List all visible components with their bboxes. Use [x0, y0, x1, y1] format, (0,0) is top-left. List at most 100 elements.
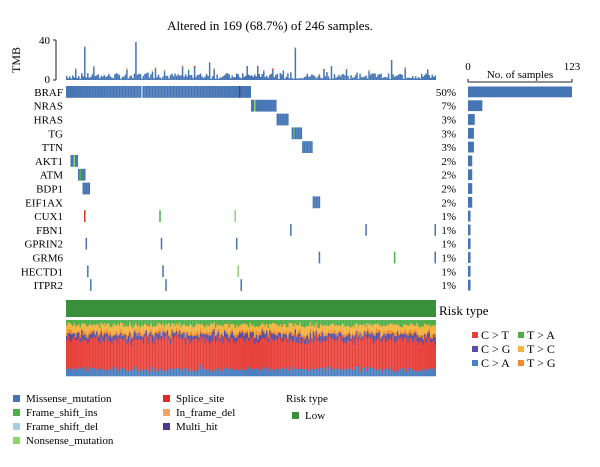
substitution-segment	[299, 329, 301, 334]
mutation-cell	[293, 127, 295, 140]
substitution-segment	[254, 344, 256, 370]
tmb-bar	[105, 77, 107, 80]
substitution-segment	[303, 327, 306, 337]
substitution-segment	[243, 369, 245, 377]
substitution-segment	[246, 338, 248, 370]
substitution-segment	[303, 336, 306, 340]
substitution-segment	[166, 331, 169, 335]
substitution-segment	[117, 371, 119, 377]
substitution-segment	[132, 370, 134, 377]
substitution-segment	[229, 367, 232, 377]
substitution-segment	[112, 336, 115, 340]
substitution-segment	[384, 369, 387, 377]
substitution-segment	[142, 343, 145, 373]
substitution-segment	[153, 336, 155, 345]
mutation-cell	[75, 86, 77, 98]
mutation-cell	[312, 196, 315, 209]
substitution-segment	[261, 330, 264, 339]
mutation-cell	[163, 86, 166, 98]
substitution-segment	[318, 340, 321, 370]
substitution-segment	[353, 336, 355, 346]
mutation-cell	[195, 86, 197, 98]
mutation-cell	[160, 237, 163, 250]
substitution-segment	[389, 338, 391, 368]
tmb-bar	[147, 72, 149, 80]
substitution-segment	[75, 369, 77, 377]
substitution-segment	[210, 342, 212, 373]
substitution-segment	[175, 320, 178, 324]
substitution-segment	[420, 320, 423, 327]
substitution-segment	[81, 366, 83, 377]
substitution-segment	[278, 330, 280, 333]
substitution-segment	[342, 370, 345, 377]
substitution-segment	[311, 338, 313, 342]
substitution-segment	[90, 323, 92, 331]
substitution-segment	[378, 324, 381, 331]
substitution-legend-label: C > T	[481, 328, 510, 342]
substitution-segment	[67, 335, 69, 369]
substitution-segment	[360, 333, 363, 338]
substitution-segment	[363, 367, 366, 377]
substitution-segment	[69, 323, 71, 330]
substitution-segment	[75, 340, 77, 370]
substitution-segment	[291, 341, 294, 371]
substitution-segment	[112, 370, 115, 377]
mutation-legend-label: In_frame_del	[176, 407, 235, 419]
substitution-segment	[153, 372, 155, 377]
substitution-segment	[324, 367, 327, 377]
substitution-segment	[204, 333, 206, 336]
substitution-segment	[84, 320, 86, 325]
substitution-segment	[323, 320, 325, 327]
mutation-cell	[174, 86, 176, 98]
tmb-bar	[67, 78, 69, 80]
substitution-segment	[148, 333, 151, 338]
substitution-segment	[223, 320, 226, 325]
substitution-segment	[302, 340, 304, 369]
substitution-segment	[287, 320, 289, 328]
mutation-cell	[205, 86, 208, 98]
substitution-segment	[144, 320, 146, 324]
substitution-segment	[357, 366, 360, 377]
tmb-bar	[411, 76, 414, 80]
substitution-segment	[398, 335, 400, 340]
gene-count-bar	[468, 155, 473, 167]
substitution-segment	[432, 334, 435, 341]
substitution-segment	[109, 331, 112, 335]
substitution-segment	[384, 320, 387, 327]
substitution-segment	[130, 325, 133, 335]
substitution-segment	[147, 326, 149, 335]
risk-type-band	[66, 300, 436, 317]
mutation-cell	[231, 86, 233, 98]
tmb-bar	[381, 77, 384, 80]
substitution-segment	[434, 320, 436, 325]
substitution-segment	[381, 320, 384, 327]
substitution-segment	[73, 333, 76, 337]
substitution-segment	[228, 337, 230, 343]
substitution-segment	[180, 320, 182, 328]
substitution-legend-swatch	[472, 360, 478, 366]
substitution-segment	[348, 326, 351, 331]
substitution-segment	[106, 370, 109, 377]
substitution-segment	[377, 332, 379, 340]
substitution-segment	[330, 333, 333, 339]
gene-row-bg	[66, 224, 436, 236]
substitution-segment	[333, 324, 336, 330]
substitution-segment	[414, 329, 417, 333]
mutation-cell	[159, 210, 161, 222]
tmb-bar	[118, 75, 121, 80]
substitution-segment	[264, 325, 267, 334]
substitution-segment	[181, 368, 184, 377]
substitution-segment	[401, 368, 403, 377]
tmb-bar	[123, 76, 125, 80]
substitution-segment	[344, 326, 346, 335]
substitution-segment	[76, 325, 79, 332]
substitution-segment	[132, 328, 134, 335]
tmb-bar	[90, 77, 92, 80]
mutation-cell	[235, 86, 238, 98]
substitution-segment	[380, 320, 382, 327]
substitution-segment	[237, 320, 239, 328]
substitution-segment	[405, 325, 408, 334]
substitution-segment	[377, 339, 379, 370]
substitution-segment	[338, 320, 340, 326]
substitution-segment	[211, 329, 214, 333]
